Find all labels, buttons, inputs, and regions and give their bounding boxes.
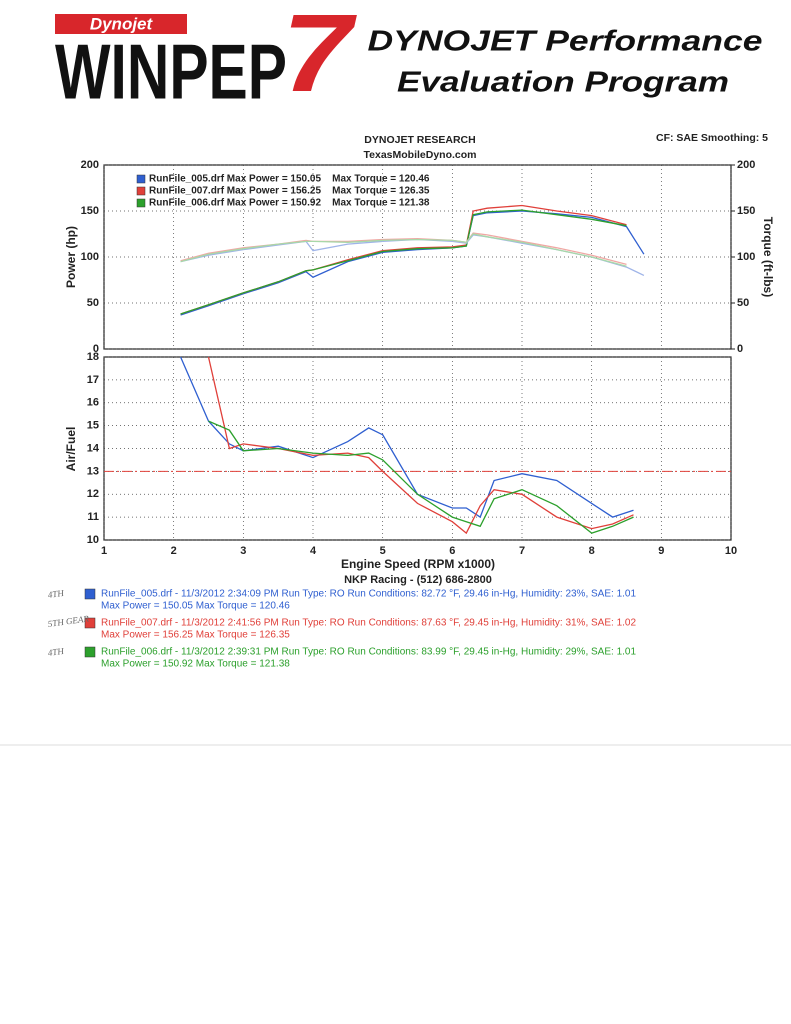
x-tick-label: 5: [380, 545, 386, 557]
y-tick-label: 12: [87, 488, 99, 500]
series-line: [180, 209, 627, 315]
x-tick-label: 10: [725, 545, 737, 557]
series-line: [208, 420, 634, 534]
annotation: CF: SAE Smoothing: 5: [656, 132, 768, 144]
run-swatch: [84, 617, 96, 629]
subtitle: TexasMobileDyno.com: [364, 149, 477, 161]
y-tick-label: 13: [87, 465, 99, 477]
y-tick-label: 18: [87, 351, 99, 363]
logo-main: WINPEP: [55, 28, 287, 116]
handwritten-note: 4TH: [47, 646, 65, 658]
shop-info: NKP Racing - (512) 686-2800: [344, 574, 492, 586]
y2-tick-label: 150: [737, 205, 755, 217]
header-subtitle: Evaluation Program: [397, 67, 729, 99]
xlabel: Engine Speed (RPM x1000): [341, 557, 495, 571]
y-tick-label: 14: [87, 442, 100, 454]
y-tick-label: 17: [87, 374, 99, 386]
legend-label: RunFile_005.drf Max Power = 150.05 Max T…: [149, 174, 430, 185]
y-tick-label: 150: [81, 205, 99, 217]
legend-swatch: [136, 198, 146, 208]
handwritten-note: 4TH: [47, 588, 65, 600]
x-tick-label: 9: [658, 545, 664, 557]
x-tick-label: 8: [589, 545, 595, 557]
x-tick-label: 6: [449, 545, 455, 557]
y-tick-label: 50: [87, 297, 99, 309]
run-swatch: [84, 588, 96, 600]
x-tick-label: 3: [240, 545, 246, 557]
y2-tick-label: 100: [737, 251, 755, 263]
x-tick-label: 2: [171, 545, 177, 557]
logo-top: Dynojet: [90, 14, 154, 33]
run-list: RunFile_005.drf - 11/3/2012 2:34:09 PM R…: [47, 588, 636, 670]
run-max: Max Power = 150.05 Max Torque = 120.46: [101, 601, 290, 612]
y-tick-label: 200: [81, 159, 99, 171]
title: DYNOJET RESEARCH: [364, 134, 475, 146]
run-details: RunFile_005.drf - 11/3/2012 2:34:09 PM R…: [101, 589, 636, 600]
y-tick-label: 0: [93, 343, 99, 355]
y-tick-label: 100: [81, 251, 99, 263]
series-line: [207, 356, 634, 535]
y2-tick-label: 50: [737, 297, 749, 309]
legend-swatch: [136, 186, 146, 196]
header-title: DYNOJET Performance: [368, 26, 763, 58]
y-label: Air/Fuel: [64, 427, 78, 472]
y-tick-label: 15: [87, 420, 99, 432]
run-details: RunFile_007.drf - 11/3/2012 2:41:56 PM R…: [101, 618, 636, 629]
y-tick-label: 11: [87, 511, 99, 523]
x-tick-label: 1: [101, 545, 107, 557]
series-line: [180, 233, 627, 267]
y2-label: Torque (ft-lbs): [761, 217, 775, 297]
x-tick-label: 4: [310, 545, 317, 557]
x-tick-label: 7: [519, 545, 525, 557]
legend-label: RunFile_007.drf Max Power = 156.25 Max T…: [149, 186, 430, 197]
run-swatch: [84, 646, 96, 658]
y-tick-label: 10: [87, 534, 99, 546]
y2-tick-label: 200: [737, 159, 755, 171]
y2-tick-label: 0: [737, 343, 743, 355]
legend-swatch: [136, 174, 146, 184]
run-max: Max Power = 156.25 Max Torque = 126.35: [101, 630, 290, 641]
y-label: Power (hp): [64, 226, 78, 288]
run-max: Max Power = 150.92 Max Torque = 121.38: [101, 659, 290, 670]
y-tick-label: 16: [87, 397, 99, 409]
logo-number: 7: [282, 0, 358, 115]
logo-badge: [55, 14, 187, 34]
legend-label: RunFile_006.drf Max Power = 150.92 Max T…: [149, 198, 430, 209]
run-details: RunFile_006.drf - 11/3/2012 2:39:31 PM R…: [101, 647, 636, 658]
